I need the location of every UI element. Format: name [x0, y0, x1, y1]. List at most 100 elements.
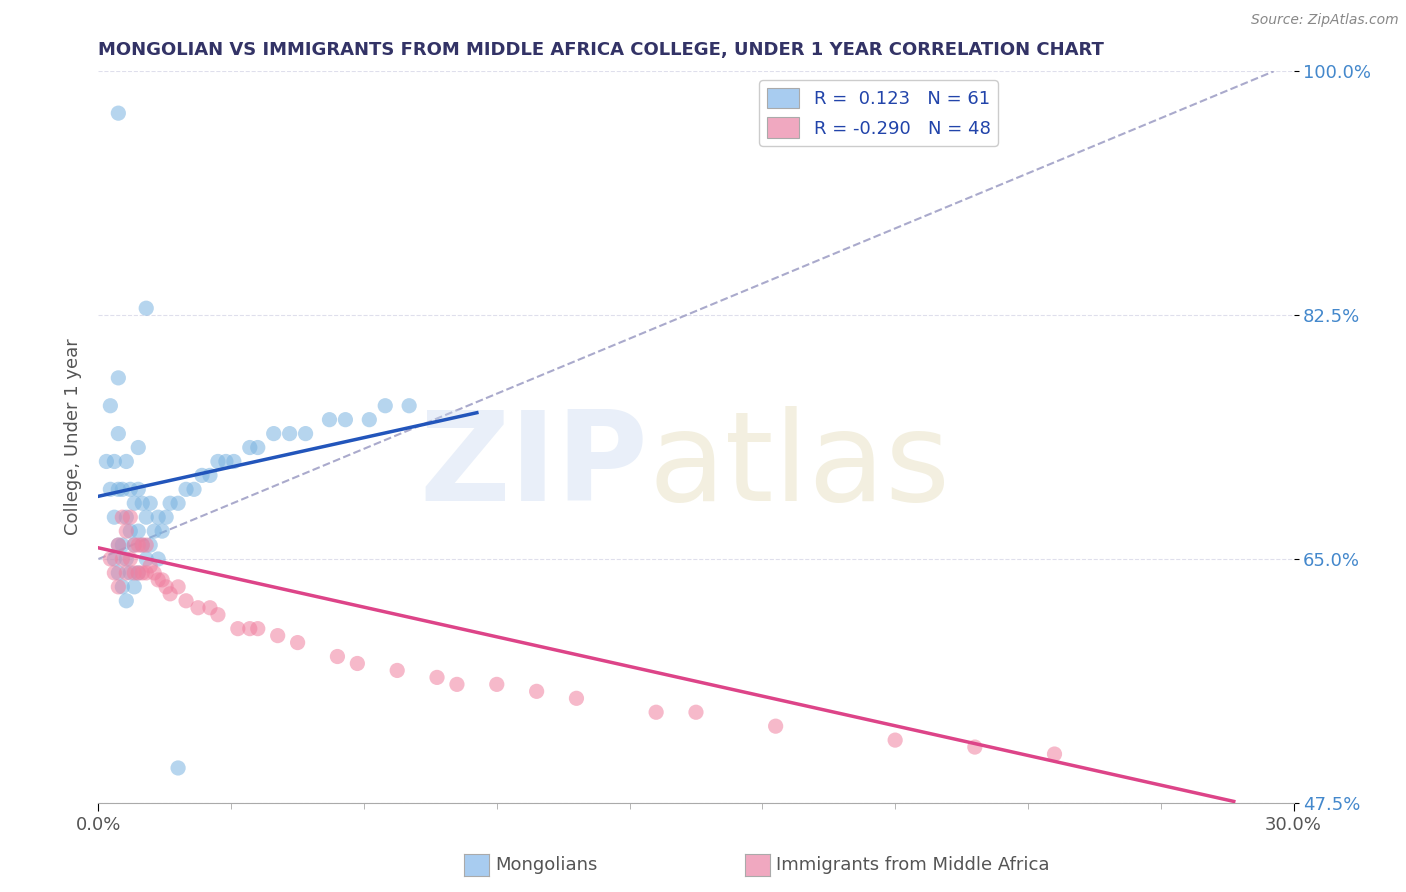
- Point: [148, 573, 170, 587]
- Point: [155, 510, 177, 524]
- Point: [120, 510, 142, 524]
- Point: [187, 600, 209, 615]
- Point: [159, 496, 181, 510]
- Point: [111, 580, 134, 594]
- Point: [115, 594, 138, 608]
- Point: [131, 538, 153, 552]
- Point: [287, 635, 309, 649]
- Point: [107, 538, 129, 552]
- Point: [107, 426, 129, 441]
- Point: [124, 566, 146, 580]
- Point: [485, 677, 508, 691]
- Point: [884, 733, 907, 747]
- Point: [135, 538, 157, 552]
- Point: [346, 657, 368, 671]
- Point: [143, 566, 166, 580]
- Point: [127, 483, 149, 497]
- Point: [98, 483, 122, 497]
- Point: [565, 691, 588, 706]
- Point: [124, 538, 146, 552]
- Point: [167, 496, 190, 510]
- Point: [183, 483, 205, 497]
- Point: [120, 566, 142, 580]
- Text: Immigrants from Middle Africa: Immigrants from Middle Africa: [776, 856, 1050, 874]
- Point: [111, 552, 134, 566]
- Point: [127, 538, 149, 552]
- Point: [115, 510, 138, 524]
- Point: [127, 524, 149, 538]
- Point: [107, 566, 129, 580]
- Point: [124, 496, 146, 510]
- Point: [294, 426, 316, 441]
- Point: [446, 677, 468, 691]
- Point: [246, 441, 269, 455]
- Text: Mongolians: Mongolians: [495, 856, 598, 874]
- Point: [765, 719, 787, 733]
- Point: [645, 705, 668, 719]
- Point: [111, 538, 134, 552]
- Point: [198, 468, 221, 483]
- Point: [135, 552, 157, 566]
- Point: [159, 587, 181, 601]
- Point: [191, 468, 214, 483]
- Point: [263, 426, 285, 441]
- Point: [148, 510, 170, 524]
- Point: [267, 629, 290, 643]
- Point: [148, 552, 170, 566]
- Point: [335, 412, 357, 426]
- Point: [103, 510, 125, 524]
- Point: [167, 580, 190, 594]
- Point: [107, 580, 129, 594]
- Point: [115, 566, 138, 580]
- Point: [127, 566, 149, 580]
- Point: [239, 441, 262, 455]
- Point: [96, 454, 118, 468]
- Text: Source: ZipAtlas.com: Source: ZipAtlas.com: [1251, 13, 1399, 28]
- Point: [215, 454, 238, 468]
- Point: [207, 454, 229, 468]
- Point: [198, 600, 221, 615]
- Point: [107, 538, 129, 552]
- Point: [359, 412, 381, 426]
- Point: [98, 552, 122, 566]
- Point: [135, 510, 157, 524]
- Y-axis label: College, Under 1 year: College, Under 1 year: [63, 339, 82, 535]
- Point: [111, 510, 134, 524]
- Point: [127, 441, 149, 455]
- Point: [239, 622, 262, 636]
- Point: [139, 558, 162, 573]
- Point: [207, 607, 229, 622]
- Point: [139, 538, 162, 552]
- Point: [374, 399, 396, 413]
- Point: [98, 399, 122, 413]
- Point: [167, 761, 190, 775]
- Point: [120, 483, 142, 497]
- Point: [120, 552, 142, 566]
- Point: [278, 426, 301, 441]
- Point: [155, 580, 177, 594]
- Point: [174, 483, 197, 497]
- Point: [107, 371, 129, 385]
- Point: [111, 483, 134, 497]
- Text: MONGOLIAN VS IMMIGRANTS FROM MIDDLE AFRICA COLLEGE, UNDER 1 YEAR CORRELATION CHA: MONGOLIAN VS IMMIGRANTS FROM MIDDLE AFRI…: [98, 41, 1104, 59]
- Point: [226, 622, 249, 636]
- Point: [107, 106, 129, 120]
- Point: [115, 454, 138, 468]
- Point: [124, 538, 146, 552]
- Text: atlas: atlas: [648, 406, 950, 527]
- Legend: R =  0.123   N = 61, R = -0.290   N = 48: R = 0.123 N = 61, R = -0.290 N = 48: [759, 80, 998, 145]
- Point: [131, 496, 153, 510]
- Point: [115, 552, 138, 566]
- Point: [103, 552, 125, 566]
- Point: [426, 670, 449, 684]
- Point: [131, 538, 153, 552]
- Point: [398, 399, 420, 413]
- Point: [174, 594, 197, 608]
- Point: [150, 524, 173, 538]
- Point: [222, 454, 245, 468]
- Text: ZIP: ZIP: [419, 406, 648, 527]
- Point: [139, 496, 162, 510]
- Point: [103, 454, 125, 468]
- Point: [120, 524, 142, 538]
- Point: [103, 566, 125, 580]
